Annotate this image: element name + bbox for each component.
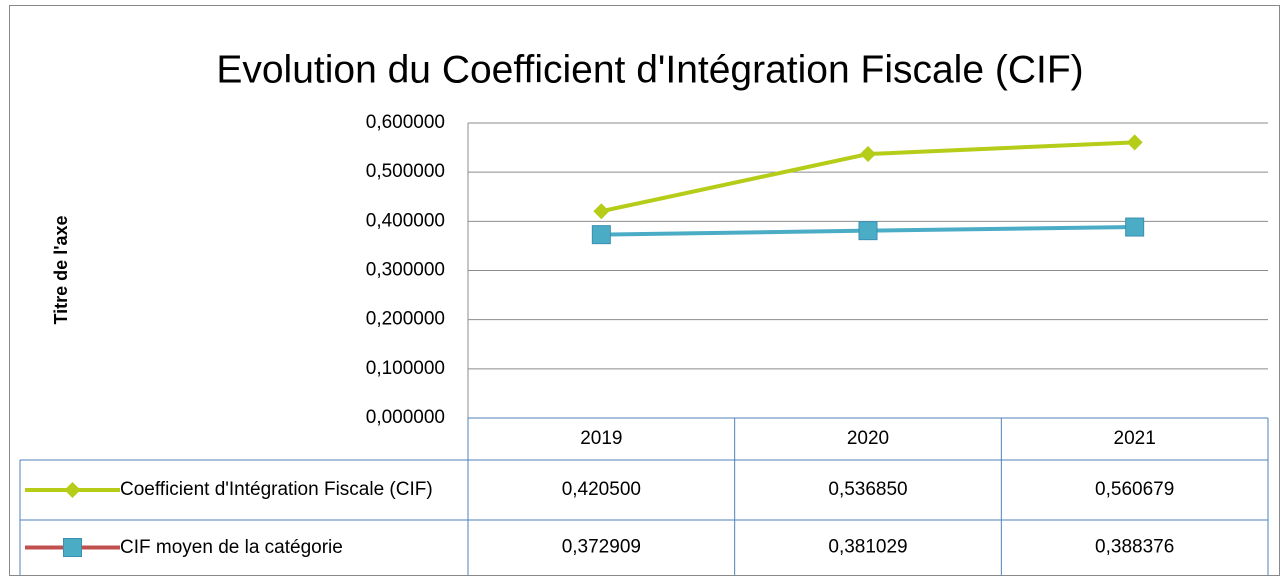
marker xyxy=(1126,134,1143,151)
chart-title: Evolution du Coefficient d'Intégration F… xyxy=(216,48,1083,91)
y-tick-label: 0,200000 xyxy=(366,309,445,330)
legend-marker xyxy=(64,482,81,498)
table-value: 0,420500 xyxy=(562,479,641,500)
legend-wrap: Coefficient d'Intégration Fiscale (CIF) xyxy=(120,460,466,520)
table-value: 0,388376 xyxy=(1095,537,1174,558)
legend-cell: CIF moyen de la catégorie xyxy=(120,520,466,575)
table-value: 0,536850 xyxy=(828,479,907,500)
x-tick-label: 2019 xyxy=(580,428,622,449)
x-tick-label: 2020 xyxy=(847,428,889,449)
marker xyxy=(860,146,876,163)
marker xyxy=(591,225,611,245)
y-tick-label: 0,000000 xyxy=(366,407,445,428)
y-tick-label: 0,100000 xyxy=(366,358,445,379)
marker xyxy=(593,203,610,220)
y-tick-label: 0,600000 xyxy=(366,112,445,133)
legend-label: CIF moyen de la catégorie xyxy=(120,536,343,558)
y-tick-label: 0,300000 xyxy=(366,260,445,281)
legend-label: Coefficient d'Intégration Fiscale (CIF) xyxy=(120,479,433,500)
x-tick-label: 2021 xyxy=(1114,428,1156,449)
legend-cell: Coefficient d'Intégration Fiscale (CIF) xyxy=(120,460,466,520)
y-tick-label: 0,500000 xyxy=(366,161,445,182)
table-value: 0,560679 xyxy=(1095,479,1174,500)
legend-marker xyxy=(63,538,82,557)
table-value: 0,372909 xyxy=(562,537,641,558)
marker xyxy=(1125,217,1145,237)
chart-border xyxy=(9,5,1280,576)
table-value: 0,381029 xyxy=(828,537,907,558)
legend-wrap: CIF moyen de la catégorie xyxy=(120,520,466,575)
marker xyxy=(858,221,878,241)
y-axis-title: Titre de l'axe xyxy=(51,215,71,324)
y-tick-label: 0,400000 xyxy=(366,210,445,231)
